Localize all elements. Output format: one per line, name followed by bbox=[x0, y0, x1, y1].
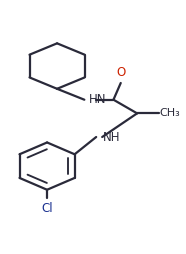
Text: CH₃: CH₃ bbox=[160, 108, 181, 118]
Text: Cl: Cl bbox=[41, 202, 53, 215]
Text: O: O bbox=[116, 66, 125, 79]
Text: HN: HN bbox=[89, 93, 106, 106]
Text: NH: NH bbox=[102, 131, 120, 145]
